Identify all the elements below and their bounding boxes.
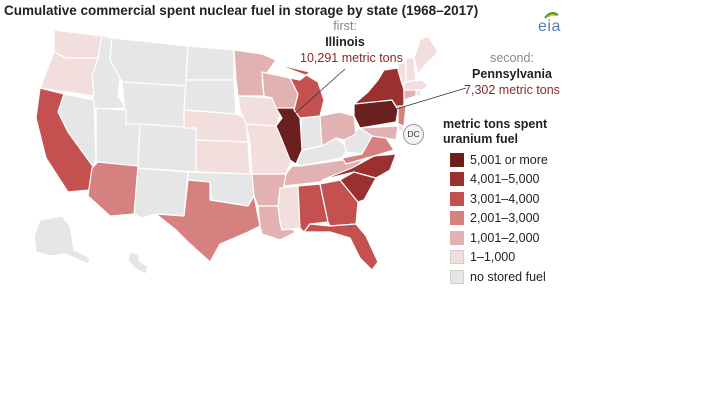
state-NM[interactable] <box>133 167 189 219</box>
legend-swatch <box>450 172 464 187</box>
state-RI[interactable] <box>415 89 422 97</box>
callout-first-value: 10,291 metric tons <box>300 51 403 65</box>
state-PA[interactable] <box>353 99 399 129</box>
state-VA[interactable] <box>341 135 395 165</box>
pennsylvania-leader-line <box>382 87 467 114</box>
state-MS[interactable] <box>277 185 301 231</box>
state-AZ[interactable] <box>87 161 139 217</box>
eia-logo: eia <box>536 10 566 36</box>
legend-label: 4,001–5,000 <box>470 172 540 187</box>
state-AK[interactable] <box>33 215 91 265</box>
legend-swatch <box>450 191 464 206</box>
legend-label: no stored fuel <box>470 269 546 284</box>
state-OR[interactable] <box>39 51 99 97</box>
callout-first-state: Illinois <box>325 35 365 49</box>
map-legend: metric tons spent uranium fuel 5,001 or … <box>443 117 583 287</box>
state-OH[interactable] <box>319 111 357 147</box>
legend-item: 2,001–3,000 <box>443 209 583 229</box>
callout-second: second: Pennsylvania 7,302 metric tons <box>452 50 572 98</box>
state-FL[interactable] <box>303 223 379 271</box>
callout-first-rank: first: <box>333 19 357 33</box>
legend-swatch <box>450 152 464 167</box>
state-MD[interactable] <box>359 125 399 141</box>
legend-swatch <box>450 269 464 284</box>
legend-item: 1,001–2,000 <box>443 228 583 248</box>
state-MA[interactable] <box>403 79 429 91</box>
legend-item: no stored fuel <box>443 267 583 287</box>
state-WY[interactable] <box>121 81 187 129</box>
legend-label: 3,001–4,000 <box>470 191 540 206</box>
state-NH[interactable] <box>405 57 417 83</box>
state-SC[interactable] <box>339 171 377 203</box>
state-ME[interactable] <box>413 35 439 75</box>
illinois-leader-line <box>289 68 346 119</box>
state-TX[interactable] <box>155 179 261 263</box>
state-ND[interactable] <box>185 45 235 81</box>
callout-second-rank: second: <box>490 51 534 65</box>
chart-title: Cumulative commercial spent nuclear fuel… <box>4 3 479 18</box>
legend-items: 5,001 or more 4,001–5,000 3,001–4,000 2,001… <box>443 150 583 287</box>
legend-item: 1–1,000 <box>443 248 583 268</box>
legend-label: 5,001 or more <box>470 152 548 167</box>
legend-label: 2,001–3,000 <box>470 211 540 226</box>
state-MI[interactable] <box>275 63 325 119</box>
state-WA[interactable] <box>53 29 103 59</box>
legend-label: 1–1,000 <box>470 250 516 265</box>
legend-item: 4,001–5,000 <box>443 170 583 190</box>
legend-title: metric tons spent uranium fuel <box>443 117 548 146</box>
dc-marker: DC <box>403 124 424 145</box>
eia-logo-text: eia <box>538 18 561 35</box>
legend-swatch <box>450 230 464 245</box>
legend-swatch <box>450 211 464 226</box>
legend-swatch <box>450 250 464 265</box>
state-HI[interactable] <box>127 251 149 275</box>
callout-first: first: Illinois 10,291 metric tons <box>300 18 403 66</box>
callout-second-value: 7,302 metric tons <box>464 83 560 97</box>
legend-label: 1,001–2,000 <box>470 230 540 245</box>
legend-item: 5,001 or more <box>443 150 583 170</box>
state-CO[interactable] <box>137 123 197 173</box>
callout-second-state: Pennsylvania <box>472 67 552 81</box>
state-VT[interactable] <box>397 61 407 85</box>
legend-item: 3,001–4,000 <box>443 189 583 209</box>
state-NC[interactable] <box>321 153 397 181</box>
state-MT[interactable] <box>109 37 189 87</box>
state-NJ[interactable] <box>397 105 407 127</box>
state-SD[interactable] <box>183 79 237 115</box>
state-KS[interactable] <box>195 139 251 175</box>
eia-logo-arc <box>544 12 559 19</box>
